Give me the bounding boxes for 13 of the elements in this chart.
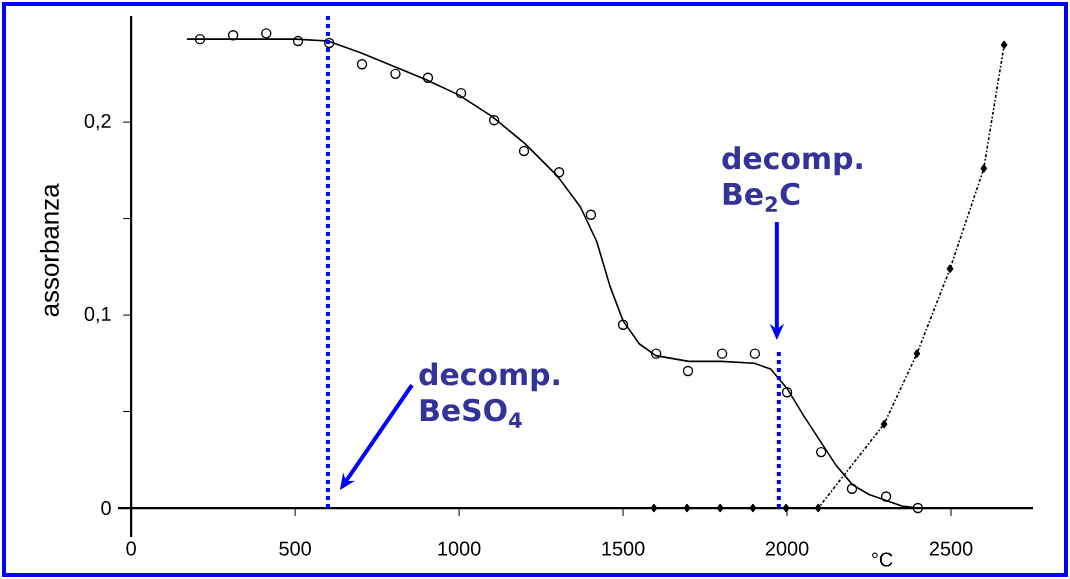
x-tick-label: 1000 <box>438 541 481 556</box>
annotation: decomp. BeSO$_{4}$ <box>419 362 559 428</box>
x-tick-label: 0 <box>126 541 136 556</box>
annotation: decomp. Be$_{2}$C <box>722 146 862 212</box>
x-axis-title: °C <box>872 552 893 567</box>
y-axis-title: assorbanza <box>39 183 59 317</box>
x-tick-label: 2000 <box>765 541 809 556</box>
y-tick-label: 0,1 <box>84 306 111 324</box>
y-tick-label: 0 <box>101 500 111 516</box>
x-tick-label: 500 <box>279 541 311 556</box>
x-tick-label: 1500 <box>602 541 645 556</box>
x-tick-label: 2500 <box>929 541 973 556</box>
y-tick-label: 0,2 <box>84 113 111 131</box>
